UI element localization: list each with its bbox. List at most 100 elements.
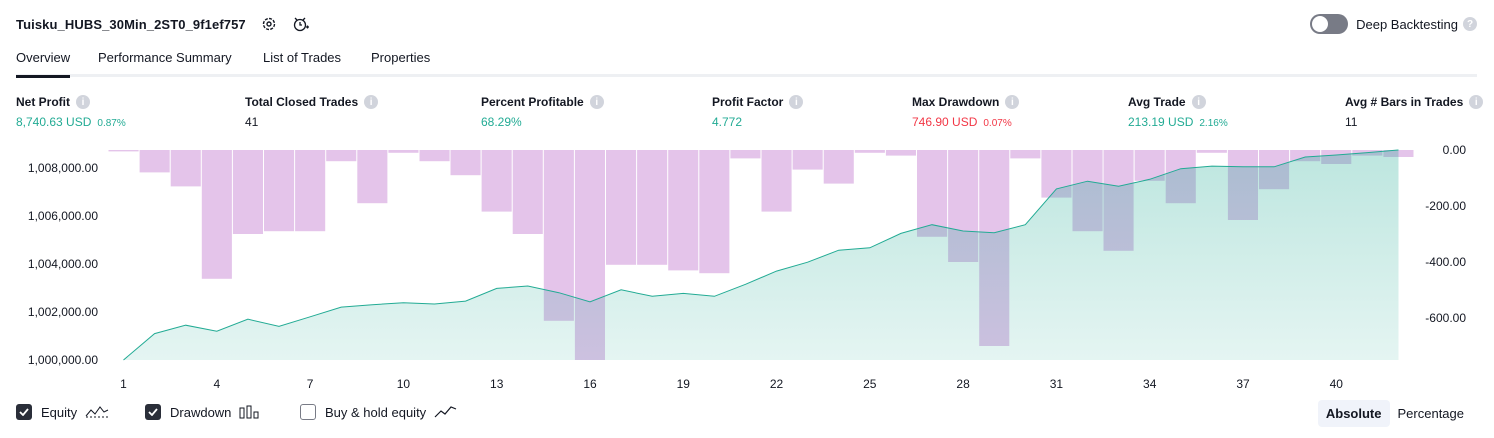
- deep-backtesting-control: Deep Backtesting ?: [1310, 14, 1477, 34]
- drawdown-bar: [730, 150, 761, 159]
- scale-mode-switch: Absolute Percentage: [1317, 400, 1472, 427]
- drawdown-bar: [885, 150, 916, 156]
- strategy-title: Tuisku_HUBS_30Min_2ST0_9f1ef757: [16, 16, 246, 32]
- x-tick-label: 25: [863, 377, 877, 391]
- legend-buy-hold[interactable]: Buy & hold equity: [300, 404, 458, 420]
- drawdown-bar: [606, 150, 637, 265]
- drawdown-bar: [481, 150, 512, 212]
- deep-backtesting-toggle[interactable]: [1310, 14, 1349, 34]
- x-tick-label: 13: [490, 377, 504, 391]
- drawdown-bar: [1290, 150, 1321, 162]
- toggle-knob: [1312, 16, 1329, 32]
- percent-profitable-value: 68.29%: [481, 115, 522, 129]
- x-tick-label: 28: [956, 377, 970, 391]
- drawdown-bar: [170, 150, 201, 187]
- tab-bar: Overview Performance Summary List of Tra…: [16, 40, 1477, 78]
- drawdown-bar: [388, 150, 419, 153]
- metric-value: 68.29%: [481, 115, 604, 129]
- buy-hold-label: Buy & hold equity: [325, 404, 427, 420]
- metric-label: Avg Trade: [1128, 95, 1186, 109]
- net-profit-value: 8,740.63 USD: [16, 115, 92, 129]
- drawdown-bar: [139, 150, 170, 173]
- metric-max-drawdown: Max Drawdown i 746.90 USD 0.07%: [912, 95, 1020, 129]
- metric-avg-bars-in-trades: Avg # Bars in Trades i 11: [1345, 95, 1484, 129]
- legend-drawdown[interactable]: Drawdown: [145, 404, 259, 420]
- total-closed-trades-value: 41: [245, 115, 259, 129]
- metric-net-profit: Net Profit i 8,740.63 USD 0.87%: [16, 95, 126, 129]
- left-y-axis: 1,000,000.00 1,002,000.00 1,004,000.00 1,00…: [28, 161, 98, 367]
- left-y-tick-label: 1,002,000.00: [28, 305, 98, 319]
- x-tick-label: 22: [770, 377, 784, 391]
- info-icon[interactable]: i: [1469, 95, 1484, 109]
- x-tick-label: 40: [1330, 377, 1344, 391]
- max-drawdown-pct: 0.07%: [983, 118, 1012, 129]
- drawdown-bar: [917, 150, 948, 237]
- buy-hold-line-icon: [434, 405, 458, 419]
- metric-total-closed-trades: Total Closed Trades i 41: [245, 95, 379, 129]
- metric-value: 746.90 USD 0.07%: [912, 115, 1019, 129]
- drawdown-bar: [761, 150, 792, 212]
- x-tick-label: 16: [583, 377, 597, 391]
- drawdown-bar: [419, 150, 450, 162]
- info-icon[interactable]: i: [1191, 95, 1206, 109]
- left-y-tick-label: 1,004,000.00: [28, 257, 98, 271]
- metric-value: 11: [1345, 115, 1483, 129]
- metric-avg-trade: Avg Trade i 213.19 USD 2.16%: [1128, 95, 1228, 129]
- right-y-tick-label: -200.00: [1425, 199, 1466, 213]
- drawdown-bar: [637, 150, 668, 265]
- help-icon[interactable]: ?: [1463, 17, 1477, 31]
- x-tick-label: 7: [307, 377, 314, 391]
- tab-list-of-trades[interactable]: List of Trades: [263, 50, 342, 65]
- info-icon[interactable]: i: [76, 95, 90, 109]
- metric-label: Max Drawdown: [912, 95, 1000, 109]
- drawdown-bar: [108, 150, 139, 152]
- left-y-tick-label: 1,000,000.00: [28, 353, 98, 367]
- drawdown-bar: [854, 150, 885, 153]
- x-tick-label: 4: [213, 377, 220, 391]
- info-icon[interactable]: i: [789, 95, 804, 109]
- drawdown-bar: [450, 150, 481, 176]
- max-drawdown-value: 746.90 USD: [912, 115, 978, 129]
- drawdown-bar: [326, 150, 357, 162]
- metric-label: Total Closed Trades: [245, 95, 359, 109]
- percentage-button[interactable]: Percentage: [1397, 406, 1465, 421]
- legend-equity[interactable]: Equity: [16, 404, 109, 420]
- left-y-tick-label: 1,006,000.00: [28, 209, 98, 223]
- drawdown-checkbox[interactable]: [145, 404, 161, 420]
- metric-profit-factor: Profit Factor i 4.772: [712, 95, 804, 129]
- add-alert-icon[interactable]: [292, 15, 310, 33]
- tab-properties[interactable]: Properties: [371, 50, 431, 65]
- info-icon[interactable]: i: [1005, 95, 1020, 109]
- net-profit-pct: 0.87%: [97, 118, 126, 129]
- metric-value: 41: [245, 115, 378, 129]
- metric-value: 8,740.63 USD 0.87%: [16, 115, 126, 129]
- x-tick-label: 19: [677, 377, 691, 391]
- strategy-header: Tuisku_HUBS_30Min_2ST0_9f1ef757: [16, 14, 310, 34]
- drawdown-bar: [699, 150, 730, 274]
- avg-bars-value: 11: [1345, 115, 1358, 129]
- info-icon[interactable]: i: [364, 95, 379, 109]
- right-y-tick-label: -400.00: [1425, 255, 1466, 269]
- tab-overview[interactable]: Overview: [16, 50, 71, 78]
- right-y-tick-label: 0.00: [1443, 143, 1467, 157]
- info-icon[interactable]: i: [589, 95, 604, 109]
- settings-icon[interactable]: [260, 15, 278, 33]
- right-y-axis: 0.00 -200.00 -400.00 -600.00: [1425, 143, 1466, 325]
- equity-line-icon: [85, 405, 109, 419]
- metric-percent-profitable: Percent Profitable i 68.29%: [481, 95, 604, 129]
- metric-value: 4.772: [712, 115, 803, 129]
- drawdown-bar: [1010, 150, 1041, 159]
- tab-performance-summary[interactable]: Performance Summary: [98, 50, 232, 65]
- metric-value: 213.19 USD 2.16%: [1128, 115, 1228, 129]
- metric-label: Percent Profitable: [481, 95, 584, 109]
- drawdown-label: Drawdown: [170, 404, 232, 420]
- metric-label: Avg # Bars in Trades: [1345, 95, 1464, 109]
- equity-drawdown-chart[interactable]: 1,000,000.00 1,002,000.00 1,004,000.00 1,00…: [0, 140, 1494, 400]
- drawdown-bar: [264, 150, 295, 232]
- right-y-tick-label: -600.00: [1425, 311, 1466, 325]
- equity-area: [123, 150, 1399, 360]
- equity-checkbox[interactable]: [16, 404, 32, 420]
- absolute-button[interactable]: Absolute: [1317, 400, 1390, 427]
- buy-hold-checkbox[interactable]: [300, 404, 316, 420]
- profit-factor-value: 4.772: [712, 115, 743, 129]
